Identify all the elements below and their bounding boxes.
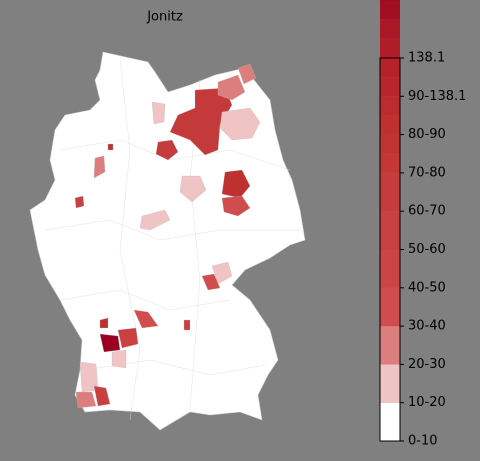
colorbar-tick-label: 70-80 [408,165,446,180]
region [74,195,85,209]
colorbar-segment [380,211,400,250]
region [117,327,139,349]
region [133,309,159,329]
region [211,261,233,285]
region [179,175,207,203]
region [169,87,233,156]
region [155,139,179,161]
region [151,101,166,125]
country-outline [29,51,306,431]
region [99,317,109,329]
colorbar-segment [380,172,400,212]
colorbar-tick-label: 90-138.1 [408,89,466,104]
colorbar-tick-label: 50-60 [408,242,446,257]
colorbar-segment [380,134,400,154]
region [99,333,121,353]
colorbar-tick-label: 80-90 [408,127,446,142]
region [183,319,191,331]
colorbar-tick-label: 10-20 [408,395,446,410]
region [93,155,106,179]
region [219,107,261,141]
colorbar-segment [380,38,400,58]
colorbar-segment [380,364,400,403]
colorbar-segment [380,58,400,78]
region [237,63,257,85]
region [107,143,114,151]
colorbar-segment [380,402,400,441]
colorbar-segment [380,249,400,288]
colorbar-segment [380,287,400,327]
colorbar-tick-label: 60-70 [408,204,446,219]
colorbar-segment [380,115,400,135]
region [221,169,251,199]
colorbar-tick-label: 20-30 [408,357,446,372]
region [201,273,221,291]
region [111,349,127,369]
colorbar-tick-label: 138.1 [408,51,445,66]
germany-map [29,51,306,431]
colorbar-segment [380,0,400,1]
colorbar-segment [380,19,400,39]
region [139,209,171,231]
colorbar: 0-10 10-20 20-30 30-40 40-50 50-60 60-70 70-80 8… [379,0,466,449]
colorbar-segment [380,153,400,173]
colorbar-segment [380,0,400,20]
colorbar-tick-label: 40-50 [408,280,446,295]
region [221,195,251,217]
region [93,385,111,407]
colorbar-segment [380,77,400,97]
region [217,74,246,101]
map-title: Jonitz [146,10,183,25]
colorbar-tick-label: 0-10 [408,434,438,449]
colorbar-tick-label: 30-40 [408,319,446,334]
colorbar-segment [380,96,400,116]
region [75,391,97,409]
colorbar-segment [380,326,400,365]
